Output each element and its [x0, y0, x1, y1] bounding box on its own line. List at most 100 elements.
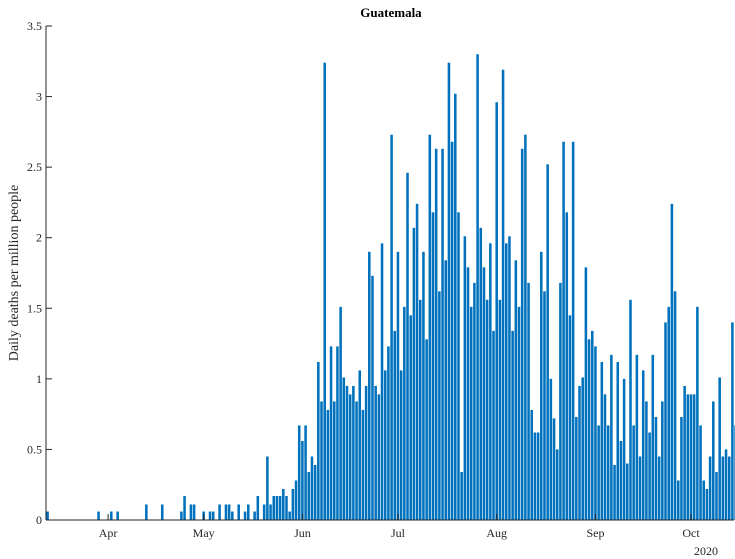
bar	[412, 227, 416, 520]
bar	[317, 361, 320, 520]
bar	[332, 401, 336, 520]
bar	[447, 62, 451, 520]
bar	[520, 148, 524, 521]
bar	[667, 306, 670, 520]
bar	[517, 306, 521, 520]
bar	[651, 354, 655, 520]
bar	[680, 416, 683, 520]
y-tick-label: 0.5	[27, 442, 42, 456]
y-tick-label: 1.5	[27, 301, 42, 315]
x-tick-label: Apr	[99, 526, 118, 540]
bar	[266, 456, 269, 520]
bar	[562, 141, 565, 521]
bar	[715, 472, 718, 520]
bar	[110, 511, 113, 520]
bar	[326, 409, 330, 520]
bar	[594, 346, 597, 520]
bar	[476, 54, 479, 520]
bar	[638, 456, 642, 520]
bar	[575, 416, 578, 520]
bar	[288, 511, 291, 520]
x-axis-year-label: 2020	[694, 544, 718, 558]
bar	[673, 291, 677, 520]
bar	[498, 299, 502, 520]
bar	[530, 409, 534, 520]
bar	[450, 141, 454, 521]
bar	[536, 432, 540, 520]
bar	[657, 456, 661, 520]
bar	[434, 148, 438, 521]
x-tick-label: Oct	[682, 526, 700, 540]
bar	[425, 339, 428, 520]
bar	[600, 361, 604, 520]
bar	[183, 496, 186, 520]
bar	[610, 354, 613, 520]
bar	[699, 425, 702, 520]
bar	[661, 401, 664, 520]
bar	[568, 315, 572, 520]
bar	[626, 463, 629, 520]
bar	[724, 449, 728, 520]
bar	[116, 511, 119, 520]
bar	[336, 346, 339, 520]
x-tick-label: Sep	[586, 526, 604, 540]
bar	[342, 377, 346, 520]
bar	[648, 432, 651, 520]
chart-title: Guatemala	[360, 5, 422, 20]
bar	[371, 275, 374, 520]
bar	[431, 212, 435, 520]
bar	[597, 425, 600, 520]
bar	[393, 330, 397, 520]
bar	[460, 472, 463, 520]
bar	[584, 267, 588, 520]
bar	[301, 440, 304, 520]
bar	[380, 243, 384, 521]
bar	[540, 251, 543, 520]
bar	[676, 480, 680, 520]
bar	[578, 385, 581, 520]
y-tick-label: 3	[36, 90, 42, 104]
bar	[463, 236, 467, 521]
bar	[444, 260, 448, 520]
bar	[485, 299, 489, 520]
x-tick-label: Jun	[294, 526, 311, 540]
bar	[313, 464, 317, 520]
bar	[514, 260, 518, 520]
bar	[511, 330, 514, 520]
bar	[358, 370, 362, 520]
bar	[727, 456, 731, 520]
bar	[692, 394, 696, 520]
bar	[361, 409, 365, 520]
bar	[689, 394, 693, 520]
bar	[352, 385, 355, 520]
axes-group: 0 0.5 1 1.5 2 2.5 3 3.5 Apr May Jun Jul Aug Sep Oct	[27, 19, 734, 540]
bar	[686, 394, 690, 520]
bars-group	[46, 54, 735, 521]
bar	[390, 134, 393, 520]
bar	[587, 339, 591, 520]
bar	[304, 425, 307, 520]
bar	[320, 401, 323, 520]
bar	[731, 322, 734, 520]
bar	[555, 449, 559, 520]
bar	[323, 62, 326, 520]
bar	[329, 346, 333, 520]
bar	[227, 504, 231, 520]
bar	[565, 212, 569, 520]
bar	[46, 511, 49, 520]
bar	[708, 456, 712, 520]
bar	[285, 496, 288, 520]
bar	[702, 480, 706, 520]
bar	[622, 378, 626, 520]
bar	[387, 346, 390, 520]
bar	[705, 488, 709, 520]
bar	[189, 504, 193, 520]
bar	[192, 504, 196, 520]
bar	[345, 385, 349, 520]
bar	[403, 306, 406, 520]
bar	[262, 504, 266, 520]
bar	[224, 504, 228, 520]
bar	[683, 385, 686, 520]
bar	[291, 488, 295, 520]
